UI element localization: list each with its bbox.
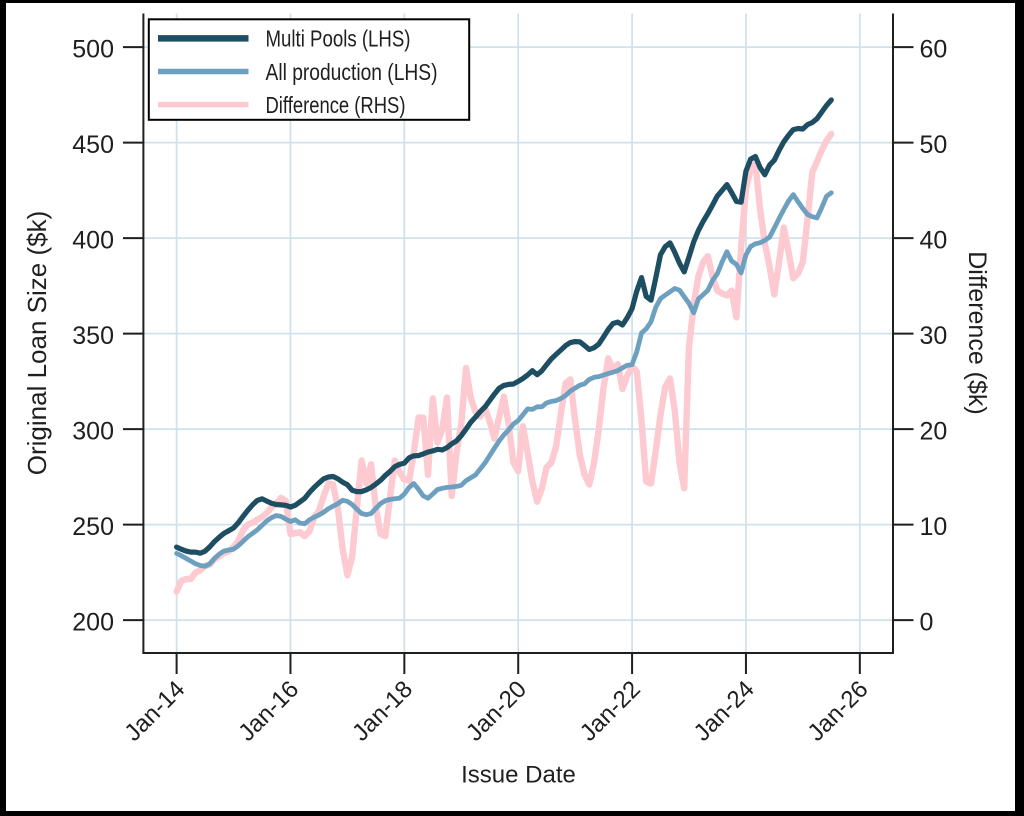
svg-text:300: 300 bbox=[72, 417, 114, 445]
svg-text:250: 250 bbox=[72, 513, 114, 541]
svg-text:450: 450 bbox=[72, 131, 114, 159]
svg-text:Issue Date: Issue Date bbox=[461, 762, 576, 789]
svg-text:30: 30 bbox=[920, 322, 948, 350]
svg-text:500: 500 bbox=[72, 35, 114, 63]
svg-text:Difference ($k): Difference ($k) bbox=[963, 251, 991, 415]
svg-text:400: 400 bbox=[72, 226, 114, 254]
svg-text:200: 200 bbox=[72, 608, 114, 636]
svg-text:50: 50 bbox=[920, 131, 948, 159]
svg-text:20: 20 bbox=[920, 417, 948, 445]
svg-text:60: 60 bbox=[920, 35, 948, 63]
svg-text:350: 350 bbox=[72, 322, 114, 350]
svg-text:Original Loan Size ($k): Original Loan Size ($k) bbox=[22, 211, 52, 475]
svg-text:0: 0 bbox=[920, 608, 934, 636]
svg-text:Difference (RHS): Difference (RHS) bbox=[266, 92, 406, 118]
svg-text:Multi Pools (LHS): Multi Pools (LHS) bbox=[266, 26, 411, 52]
svg-text:10: 10 bbox=[920, 513, 948, 541]
svg-text:40: 40 bbox=[920, 226, 948, 254]
svg-text:All production (LHS): All production (LHS) bbox=[266, 59, 438, 85]
